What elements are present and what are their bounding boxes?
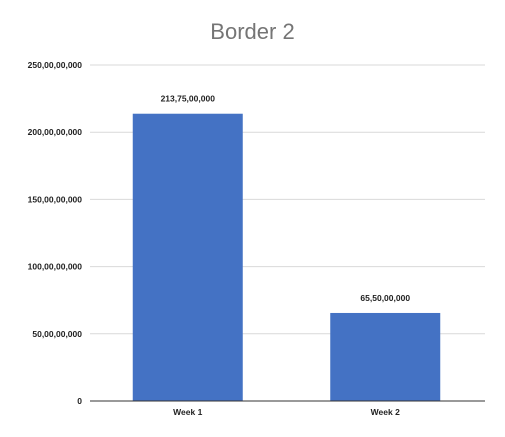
bar <box>132 113 243 401</box>
y-tick-label: 100,00,00,000 <box>28 262 83 272</box>
x-tick-label: Week 1 <box>173 407 202 417</box>
data-label: 65,50,00,000 <box>360 293 410 303</box>
data-label: 213,75,00,000 <box>161 94 216 104</box>
y-tick-label: 200,00,00,000 <box>28 127 83 137</box>
y-tick-label: 150,00,00,000 <box>28 194 83 204</box>
y-tick-label: 0 <box>77 396 82 406</box>
x-tick-label: Week 2 <box>371 407 400 417</box>
chart-title: Border 2 <box>210 19 295 44</box>
y-tick-label: 50,00,00,000 <box>32 329 82 339</box>
y-tick-label: 250,00,00,000 <box>28 60 83 70</box>
bar <box>330 312 441 401</box>
